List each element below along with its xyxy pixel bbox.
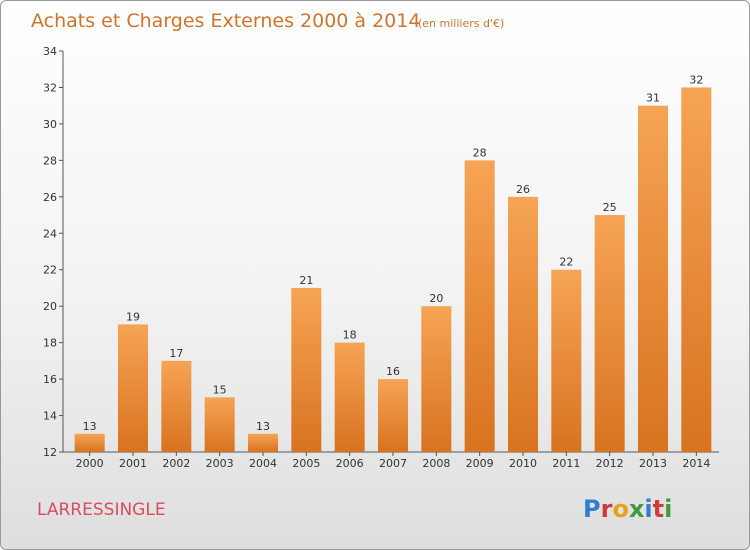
bar-2005 (291, 287, 322, 452)
bar-2001 (118, 324, 148, 452)
logo-letter: i (664, 495, 672, 523)
bar-2006 (334, 342, 365, 452)
chart-title: Achats et Charges Externes 2000 à 2014 (31, 10, 420, 32)
x-tick-label-2012: 2012 (596, 457, 624, 470)
chart-subtitle: (en milliers d'€) (418, 17, 504, 30)
x-tick-label-2013: 2013 (639, 457, 667, 470)
y-tick-label: 12 (43, 446, 57, 459)
x-tick-label-2007: 2007 (379, 457, 407, 470)
x-tick-label-2010: 2010 (509, 457, 537, 470)
value-label-2003: 15 (213, 383, 227, 396)
bar-2010 (508, 196, 538, 452)
bar-2000 (74, 433, 105, 452)
x-tick-label-2001: 2001 (119, 457, 147, 470)
bars: 13 19 17 15 13 21 18 16 20 28 26 22 25 31 32 (74, 73, 712, 453)
logo-letter: x (629, 495, 645, 523)
value-label-2007: 16 (386, 365, 400, 378)
y-tick-label: 28 (43, 154, 57, 167)
x-tick-label-2011: 2011 (552, 457, 580, 470)
x-tick-label-2008: 2008 (422, 457, 450, 470)
x-tick-label-2003: 2003 (206, 457, 234, 470)
bar-2003 (204, 397, 235, 452)
x-axis: 2000 2001 2002 2003 2004 2005 2006 2007 2008 2009… (63, 451, 719, 470)
y-tick-label: 34 (43, 45, 57, 58)
value-label-2000: 13 (83, 420, 97, 433)
y-tick-label: 20 (43, 300, 57, 313)
bar-2011 (551, 269, 582, 452)
value-label-2014: 32 (689, 73, 703, 86)
value-label-2004: 13 (256, 420, 270, 433)
y-tick-label: 14 (43, 410, 57, 423)
value-label-2009: 28 (473, 146, 487, 159)
y-tick-label: 22 (43, 264, 57, 277)
value-label-2006: 18 (343, 329, 357, 342)
bar-2013 (638, 105, 668, 452)
x-tick-label-2000: 2000 (76, 457, 104, 470)
y-tick-label: 30 (43, 118, 57, 131)
bar-2008 (421, 306, 452, 452)
bar-2007 (378, 379, 408, 452)
y-tick-label: 32 (43, 81, 57, 94)
y-axis: 12 14 16 18 20 22 24 26 28 30 32 34 (43, 45, 64, 459)
value-label-2010: 26 (516, 183, 530, 196)
y-tick-label: 24 (43, 227, 57, 240)
x-tick-label-2004: 2004 (249, 457, 277, 470)
proxiti-logo: Proxiti (583, 495, 672, 523)
x-tick-label-2009: 2009 (466, 457, 494, 470)
value-label-2002: 17 (169, 347, 183, 360)
bar-2012 (594, 215, 625, 452)
value-label-2005: 21 (299, 274, 313, 287)
logo-letter: P (583, 495, 601, 523)
logo-letter: r (601, 495, 613, 523)
x-tick-label-2006: 2006 (336, 457, 364, 470)
bar-2014 (681, 87, 712, 453)
value-label-2012: 25 (603, 201, 617, 214)
y-tick-label: 26 (43, 191, 57, 204)
logo-letter: t (653, 495, 664, 523)
logo-letter: i (644, 495, 652, 523)
value-label-2013: 31 (646, 92, 660, 105)
bar-2009 (464, 160, 495, 452)
town-name: LARRESSINGLE (37, 500, 166, 520)
bar-2004 (248, 433, 278, 452)
value-label-2011: 22 (559, 256, 573, 269)
value-label-2008: 20 (429, 292, 443, 305)
bar-2002 (161, 360, 192, 452)
x-tick-label-2014: 2014 (682, 457, 710, 470)
x-tick-label-2005: 2005 (292, 457, 320, 470)
x-tick-label-2002: 2002 (162, 457, 190, 470)
y-tick-label: 18 (43, 337, 57, 350)
y-tick-label: 16 (43, 373, 57, 386)
logo-letter: o (612, 495, 629, 523)
value-label-2001: 19 (126, 310, 140, 323)
